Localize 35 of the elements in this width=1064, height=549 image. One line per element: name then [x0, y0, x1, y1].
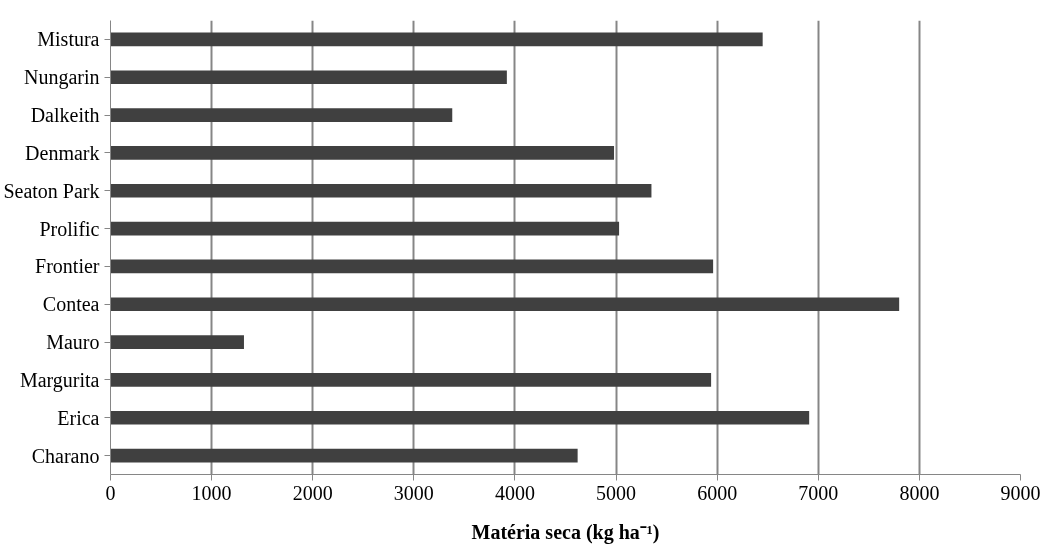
- bar: [110, 108, 453, 122]
- y-tick-label: Charano: [31, 444, 100, 467]
- y-tick-label: Prolific: [39, 217, 100, 240]
- x-tick-label: 3000: [393, 481, 434, 504]
- bar: [110, 410, 810, 425]
- y-tick-label: Nungarin: [23, 66, 100, 90]
- x-tick-label: 4000: [494, 481, 535, 504]
- bar: [110, 448, 578, 463]
- bar: [110, 221, 620, 236]
- x-tick-label: 1000: [191, 481, 232, 504]
- x-tick-label: 7000: [798, 481, 839, 504]
- bar: [110, 183, 652, 198]
- x-axis-title: Matéria seca (kg ha⁻¹): [471, 520, 660, 544]
- y-tick-label: Seaton Park: [3, 179, 100, 202]
- y-tick-label: Margurita: [19, 368, 100, 392]
- bar: [110, 32, 763, 47]
- y-tick-label: Erica: [57, 406, 100, 429]
- x-tick-label: 0: [105, 481, 116, 504]
- bar: [110, 373, 712, 387]
- x-tick-label: 9000: [1000, 481, 1041, 504]
- y-tick-label: Frontier: [35, 255, 100, 278]
- x-tick-label: 8000: [899, 481, 940, 504]
- y-tick-label: Denmark: [25, 141, 100, 164]
- x-tick-label: 5000: [596, 481, 637, 504]
- bar: [110, 335, 244, 349]
- x-tick-label: 2000: [292, 481, 333, 504]
- y-tick-label: Mistura: [37, 28, 100, 51]
- y-tick-label: Dalkeith: [30, 104, 100, 127]
- bar: [110, 259, 714, 274]
- y-tick-label: Mauro: [46, 331, 100, 354]
- bar: [110, 297, 900, 312]
- y-tick-label: Contea: [42, 293, 100, 316]
- x-tick-label: 6000: [697, 481, 738, 504]
- bar: [110, 70, 507, 85]
- bar: [110, 146, 615, 160]
